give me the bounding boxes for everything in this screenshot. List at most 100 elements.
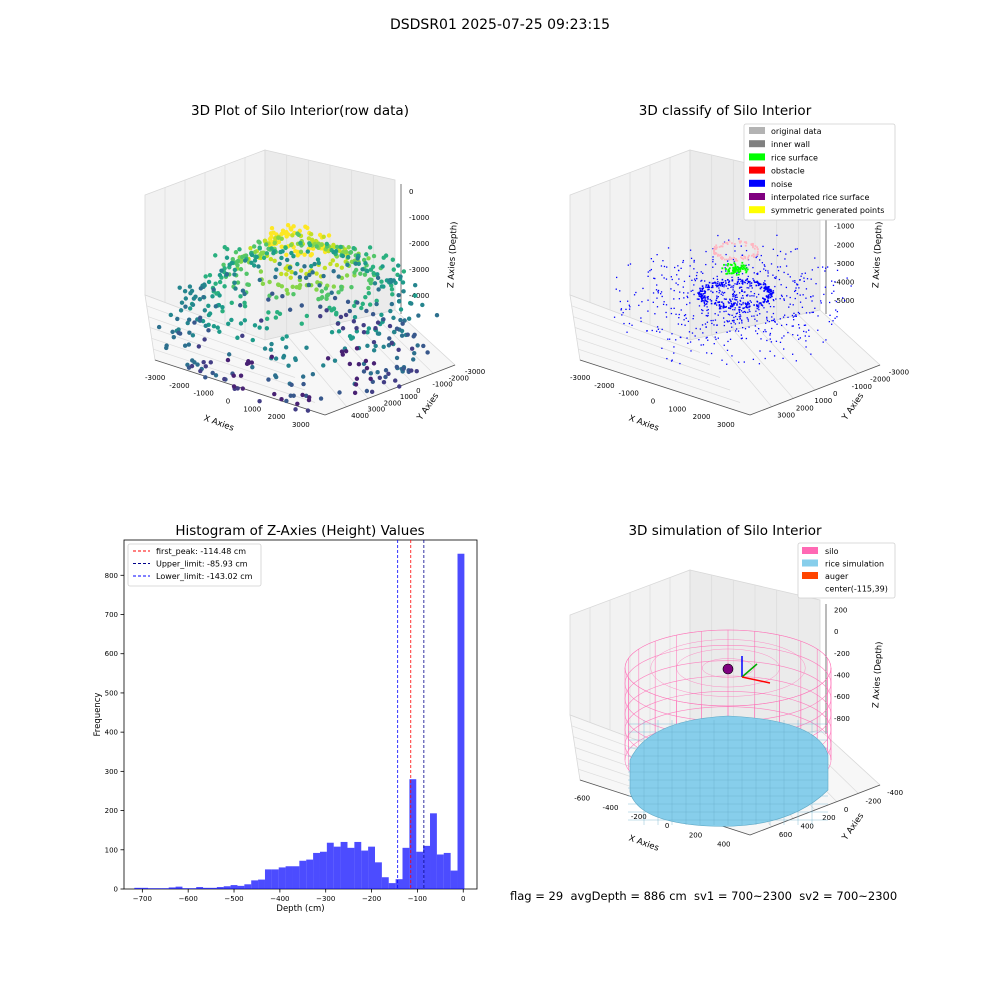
raw-data-point <box>397 384 402 389</box>
noise-point <box>783 348 785 350</box>
panel1-x-axis-label: X Axies <box>202 414 235 434</box>
noise-point <box>810 296 812 298</box>
noise-point <box>745 305 747 308</box>
raw-data-point <box>256 239 261 244</box>
noise-point <box>724 306 727 308</box>
noise-point <box>635 291 637 294</box>
noise-point <box>656 284 658 286</box>
legend-swatch <box>749 179 765 187</box>
panel1-x-tick-label: 0 <box>226 398 230 406</box>
noise-point <box>691 279 693 282</box>
noise-point <box>745 337 748 340</box>
panel1-y-tick-label: 1000 <box>400 393 418 401</box>
interpolated-point <box>740 256 742 259</box>
raw-data-point <box>340 253 346 259</box>
rice-surface-point <box>745 270 748 273</box>
noise-point <box>710 352 713 355</box>
noise-point <box>720 305 722 308</box>
noise-point <box>656 306 659 308</box>
noise-point <box>616 276 618 279</box>
raw-data-point <box>363 260 368 266</box>
noise-point <box>763 298 766 301</box>
raw-data-point <box>360 267 365 272</box>
raw-data-point <box>401 289 406 294</box>
raw-data-point <box>240 288 246 293</box>
noise-point <box>769 332 772 335</box>
noise-point <box>798 312 801 315</box>
noise-point <box>647 310 649 312</box>
noise-point <box>733 291 736 293</box>
raw-data-point <box>280 294 285 299</box>
noise-point <box>701 287 703 290</box>
raw-data-point <box>304 313 310 319</box>
noise-point <box>705 300 708 302</box>
raw-data-point <box>400 321 405 326</box>
raw-data-point <box>297 275 303 280</box>
raw-data-point <box>203 274 208 279</box>
panel2-y-tick-label: 3000 <box>777 411 795 419</box>
noise-point <box>741 289 743 291</box>
noise-point <box>719 311 721 313</box>
noise-point <box>773 306 775 308</box>
noise-point <box>642 287 644 290</box>
interpolated-point <box>721 245 724 248</box>
raw-data-point <box>266 310 271 315</box>
raw-data-point <box>289 382 294 388</box>
raw-data-point <box>312 261 317 267</box>
y-tick-label: 300 <box>105 768 118 776</box>
noise-point <box>671 359 673 361</box>
raw-data-point <box>226 352 232 357</box>
interpolated-point <box>720 245 723 248</box>
noise-point <box>815 283 817 285</box>
noise-point <box>768 302 770 305</box>
noise-point <box>772 292 774 294</box>
noise-point <box>751 315 753 317</box>
noise-point <box>717 301 719 304</box>
noise-point <box>759 350 761 352</box>
raw-data-point <box>373 325 378 331</box>
panel1-y-tick-label: -2000 <box>449 374 469 382</box>
noise-point <box>704 292 706 295</box>
histogram-bar <box>361 850 369 889</box>
raw-data-point <box>233 250 239 255</box>
histogram-bar <box>450 870 458 889</box>
noise-point <box>718 308 721 310</box>
y-tick-label: 200 <box>105 807 118 815</box>
panel2-x-axis-line <box>579 359 751 416</box>
raw-data-point <box>364 308 369 314</box>
noise-point <box>795 360 797 362</box>
raw-data-point <box>345 254 351 260</box>
raw-data-point <box>339 287 344 292</box>
y-axis-label: Frequency <box>93 693 103 737</box>
noise-point <box>811 269 813 271</box>
silo-top-ring <box>624 629 832 707</box>
noise-point <box>723 324 725 327</box>
noise-point <box>724 280 727 282</box>
raw-data-point <box>401 366 406 371</box>
noise-point <box>734 245 736 247</box>
noise-point <box>766 290 769 293</box>
rice-surface-point <box>732 266 735 269</box>
raw-data-point <box>229 317 234 323</box>
noise-point <box>661 274 663 276</box>
interpolated-point <box>730 258 732 261</box>
interpolated-point <box>713 246 716 248</box>
legend-entry-label: rice surface <box>771 153 818 162</box>
raw-data-point <box>400 280 406 285</box>
raw-data-point <box>220 304 225 310</box>
raw-data-point <box>325 356 331 361</box>
raw-data-point <box>346 245 351 250</box>
axis-indicator-x <box>741 676 771 684</box>
raw-data-point <box>298 240 303 246</box>
raw-data-point <box>331 284 337 289</box>
raw-data-point <box>202 308 208 313</box>
raw-data-point <box>350 335 356 340</box>
noise-point <box>810 353 812 355</box>
raw-data-point <box>337 390 342 395</box>
raw-data-point <box>379 279 384 284</box>
noise-point <box>721 359 723 361</box>
noise-point <box>739 315 742 317</box>
raw-data-point <box>354 346 360 351</box>
noise-point <box>749 300 751 302</box>
